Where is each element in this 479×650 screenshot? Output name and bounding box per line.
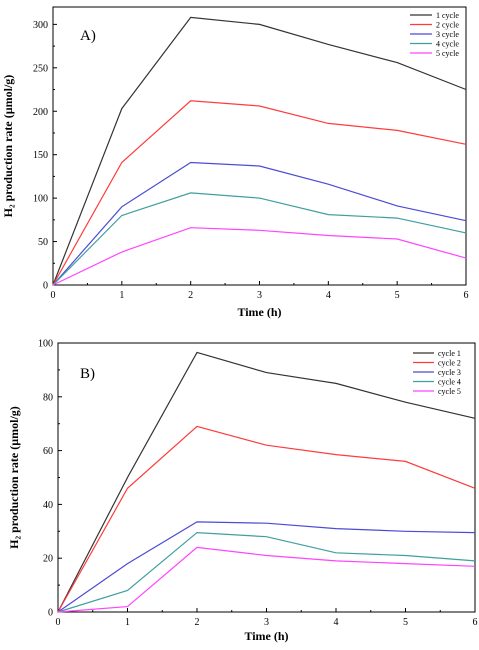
x-tick-label: 6 xyxy=(464,290,469,301)
series-line-4 xyxy=(52,192,467,286)
x-tick-label: 0 xyxy=(56,617,61,628)
y-tick-label: 60 xyxy=(43,446,53,457)
y-tick-label: 200 xyxy=(33,107,48,118)
y-axis-title: H₂ production rate (µmol/g) xyxy=(1,75,15,218)
x-tick-label: 5 xyxy=(403,617,408,628)
x-tick-label: 2 xyxy=(195,617,200,628)
legend-label-1: 1 cycle xyxy=(436,11,459,20)
x-tick-label: 6 xyxy=(473,617,478,628)
series-line-3 xyxy=(52,161,467,286)
legend-label-4: cycle 4 xyxy=(438,378,461,387)
legend-label-3: cycle 3 xyxy=(438,368,461,377)
panel-label: A) xyxy=(80,28,96,44)
x-tick-label: 1 xyxy=(125,617,130,628)
y-tick-label: 250 xyxy=(33,63,48,74)
y-tick-label: 0 xyxy=(43,281,48,292)
x-tick-label: 3 xyxy=(264,617,269,628)
y-tick-label: 80 xyxy=(43,392,53,403)
legend-label-5: cycle 5 xyxy=(438,387,461,396)
x-tick-label: 1 xyxy=(119,290,124,301)
series-line-1 xyxy=(52,16,467,286)
chart-panel-1: 0 1 2 3 4 5 6 0 50 100 150 200 250 300 Time (h) H₂ prod… xyxy=(1,6,469,319)
y-tick-label: 40 xyxy=(43,500,53,511)
legend-label-2: 2 cycle xyxy=(436,21,459,30)
legend-label-2: cycle 2 xyxy=(438,359,461,368)
plot-frame xyxy=(52,6,467,286)
plot-frame xyxy=(57,342,476,613)
series-line-1 xyxy=(57,351,476,613)
series-line-5 xyxy=(57,546,476,613)
legend-label-5: 5 cycle xyxy=(436,49,459,58)
x-tick-label: 4 xyxy=(326,290,331,301)
series-line-4 xyxy=(57,531,476,613)
y-tick-label: 100 xyxy=(33,194,48,205)
y-tick-label: 150 xyxy=(33,150,48,161)
legend-label-3: 3 cycle xyxy=(436,30,459,39)
x-tick-label: 5 xyxy=(395,290,400,301)
x-tick-label: 2 xyxy=(188,290,193,301)
x-axis-title: Time (h) xyxy=(237,305,281,319)
series-line-2 xyxy=(52,100,467,286)
series-line-2 xyxy=(57,425,476,613)
y-axis-title: H₂ production rate (µmol/g) xyxy=(7,406,21,549)
x-tick-label: 4 xyxy=(334,617,339,628)
x-tick-label: 0 xyxy=(51,290,56,301)
y-tick-label: 300 xyxy=(33,20,48,31)
x-tick-label: 3 xyxy=(257,290,262,301)
y-tick-label: 100 xyxy=(38,339,53,350)
series-line-3 xyxy=(57,521,476,613)
series-line-5 xyxy=(52,227,467,286)
y-tick-label: 50 xyxy=(38,237,48,248)
legend-label-1: cycle 1 xyxy=(438,349,461,358)
y-tick-label: 20 xyxy=(43,554,53,565)
panel-label: B) xyxy=(80,366,95,382)
x-axis-title: Time (h) xyxy=(244,629,288,643)
legend-label-4: 4 cycle xyxy=(436,40,459,49)
y-tick-label: 0 xyxy=(48,608,53,619)
